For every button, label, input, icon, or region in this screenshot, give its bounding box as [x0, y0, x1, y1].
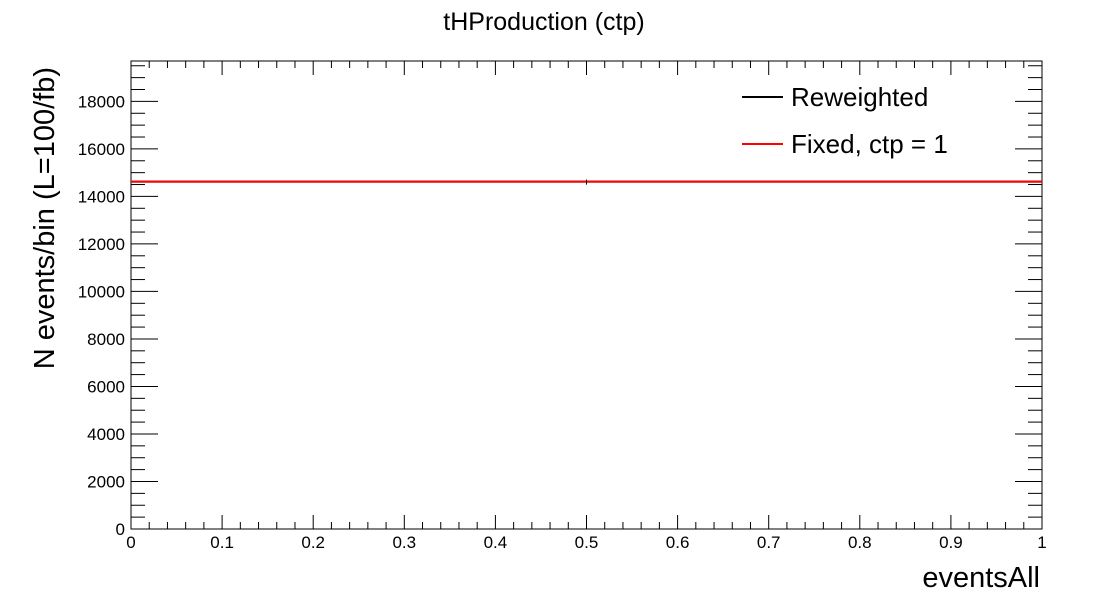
x-axis-title: eventsAll [922, 562, 1040, 594]
y-tick-label: 0 [116, 520, 125, 539]
y-axis-ticks [131, 65, 1042, 530]
y-tick-label: 4000 [87, 425, 125, 444]
x-tick-label: 0.1 [210, 533, 234, 552]
x-tick-label: 0.9 [939, 533, 963, 552]
legend-label-fixed: Fixed, ctp = 1 [791, 129, 948, 159]
legend-label-reweighted: Reweighted [791, 82, 928, 112]
x-tick-label: 1 [1037, 533, 1046, 552]
y-tick-label: 16000 [78, 140, 125, 159]
x-tick-label: 0.4 [484, 533, 508, 552]
y-tick-label: 14000 [78, 187, 125, 206]
y-tick-label: 8000 [87, 330, 125, 349]
legend: Reweighted Fixed, ctp = 1 [742, 82, 948, 159]
x-axis-tick-labels: 0 0.1 0.2 0.3 0.4 0.5 0.6 0.7 0.8 0.9 1 [126, 533, 1046, 552]
y-tick-label: 6000 [87, 377, 125, 396]
chart-title: tHProduction (ctp) [443, 8, 644, 36]
y-tick-label: 10000 [78, 282, 125, 301]
y-tick-label: 2000 [87, 472, 125, 491]
x-tick-label: 0.8 [848, 533, 872, 552]
x-tick-label: 0 [126, 533, 135, 552]
series-lines [131, 179, 1042, 185]
y-axis-tick-labels: 0 2000 4000 6000 8000 10000 12000 14000 16000 180… [78, 92, 125, 539]
x-tick-label: 0.2 [301, 533, 325, 552]
x-tick-label: 0.7 [757, 533, 781, 552]
y-axis-title: N events/bin (L=100/fb) [29, 67, 61, 369]
x-tick-label: 0.6 [666, 533, 690, 552]
y-tick-label: 18000 [78, 92, 125, 111]
x-axis-ticks [130, 61, 1043, 529]
x-tick-label: 0.5 [575, 533, 599, 552]
y-tick-label: 12000 [78, 235, 125, 254]
x-tick-label: 0.3 [392, 533, 416, 552]
